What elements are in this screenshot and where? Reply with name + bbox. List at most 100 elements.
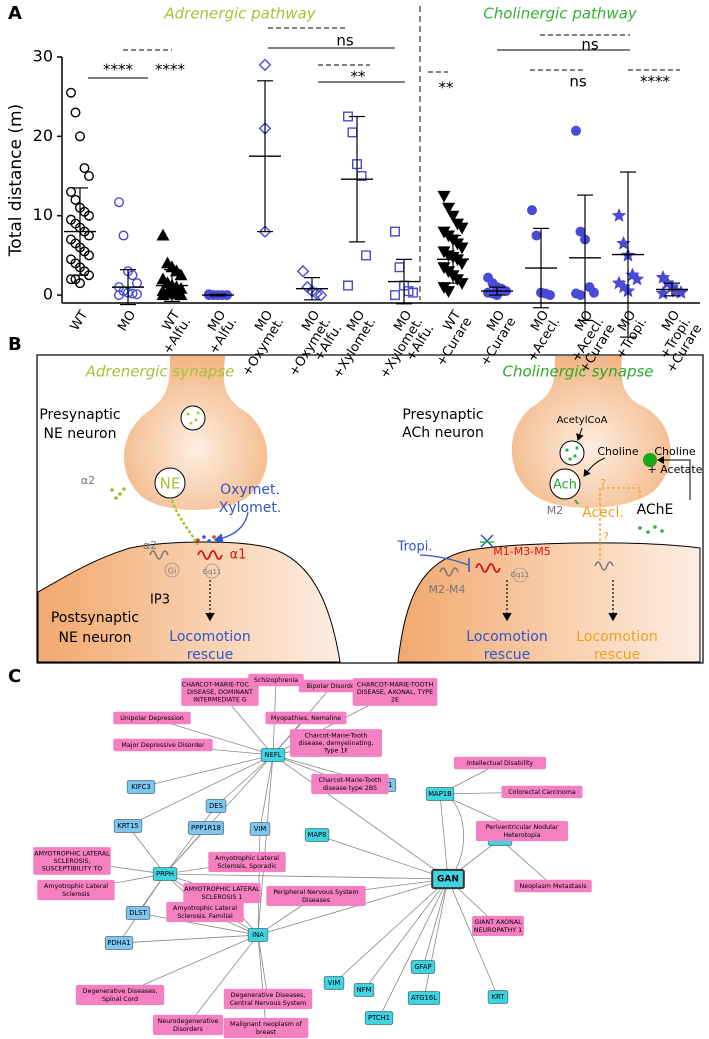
data-point [65,274,76,285]
data-point [131,289,142,300]
network-node: PTCH1 [364,1011,394,1025]
node-box [514,879,592,893]
node-label: DISEASE, AXONAL, TYPE [357,689,433,696]
synapse-label: Locomotion [466,629,547,645]
data-point [455,222,469,235]
network-edge [423,878,449,999]
network-edge [137,912,259,936]
data-point [258,58,272,72]
data-point [394,262,405,273]
node-box [113,819,143,833]
synapse-label: Oxymet. [220,482,280,498]
network-edge [422,878,449,968]
data-point [446,210,460,223]
x-tick-label: MO+Oxymet. [239,308,287,379]
node-label: breast [256,1029,276,1036]
synapse-label: Presynaptic [39,407,120,423]
node-label: INTERMEDIATE G [193,697,247,704]
node-label: Myopathies, Nemaline [271,715,341,722]
synapse-label: Gq11 [203,568,222,576]
node-box [208,851,286,873]
node-box [407,991,441,1005]
node-box [260,748,286,762]
node-label: Sclerosis [62,891,90,898]
node-box [113,738,213,752]
data-point [113,290,124,301]
network-node: Unipolar Depression [113,711,191,725]
network-node: Degenerative Diseases,Spinal Cord [75,984,165,1006]
node-label: KIFC3 [131,783,150,791]
network-edge [127,754,274,827]
network-node: KRT [487,990,509,1004]
network-edge [127,825,166,875]
node-label: KRT [492,993,506,1001]
significance: ** [439,79,455,97]
node-box [104,936,134,950]
node-label: Amyotrophic Lateral [44,883,108,890]
network-edge [257,934,267,1029]
node-label: Degenerative Diseases, [231,992,306,999]
significance: ns [336,32,354,50]
node-label: GIANT AXONAL [474,919,522,926]
node-label: disease, demyelinating, [298,740,373,747]
data-point [629,271,645,286]
data-point [65,87,76,98]
y-tick-label: 20 [33,126,53,145]
node-label: INA [252,931,264,939]
x-tick-label-line: MO [115,308,139,334]
data-point [527,205,538,216]
node-box [487,990,509,1004]
data-point [589,287,600,298]
node-label: SCLEROSIS, [53,858,90,865]
node-box [265,711,347,725]
network-edge [439,793,449,880]
node-label: VIM [254,825,267,833]
synapse-label: Ach [553,478,577,493]
data-point [455,242,469,255]
network-edge [257,754,274,936]
node-box [266,885,366,907]
node-label: Amyotrophic Lateral [215,855,279,862]
node-label: VIM [328,979,341,987]
pathway-title: Adrenergic pathway [163,5,316,23]
network-node: ATG16L [407,991,441,1005]
network-edge [164,873,449,880]
network-node: Degenerative Diseases,Central Nervous Sy… [223,988,313,1010]
significance: **** [155,61,186,79]
network-edge [257,878,449,936]
node-label: DLST [129,909,147,917]
node-box [37,879,115,901]
data-point [258,225,272,238]
node-box [183,882,261,904]
y-axis-label: Total distance (m) [6,104,26,257]
node-label: disease type 2B5 [323,785,377,792]
data-point [74,131,85,142]
synapse-label: Choline [654,445,695,458]
network-node: KRT15 [113,819,143,833]
node-label: PPP1R18 [191,824,221,832]
data-point [343,280,353,291]
data-point [156,288,170,301]
network-edge [140,754,274,788]
node-label: SCLEROSIS 1 [201,894,242,901]
node-label: PDHA1 [107,939,130,947]
network-node: Major Depressive Disorder [113,738,213,752]
synapse-label: Locomotion [169,629,250,645]
node-box [187,821,225,835]
synapse-label: rescue [187,647,234,663]
node-label: AMYOTROPHIC LATERAL [34,850,110,857]
data-point [575,226,586,237]
data-point [70,194,81,205]
data-point [655,269,671,284]
node-label: MAP1B [428,790,452,798]
network-node: Schizophrenia [248,673,304,687]
node-box [223,988,313,1010]
network-node: DES [205,799,227,813]
node-box [304,828,330,842]
network-node: VIM [323,976,345,990]
